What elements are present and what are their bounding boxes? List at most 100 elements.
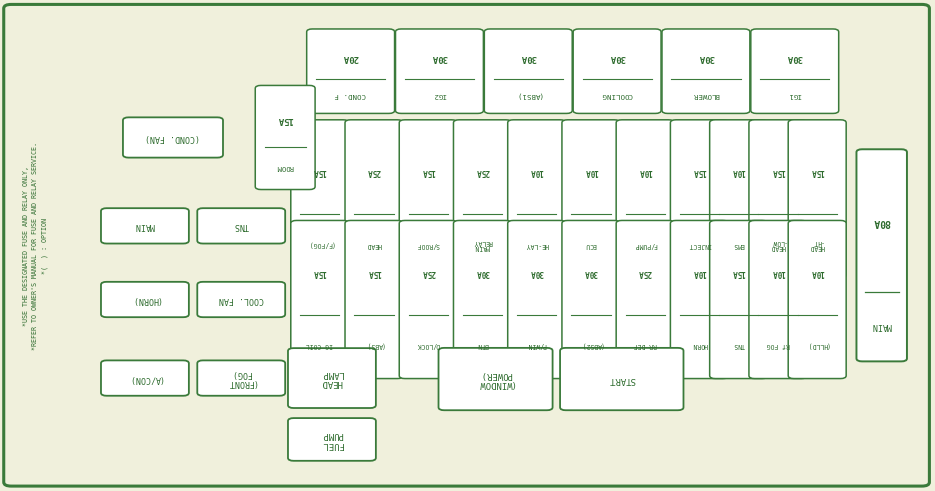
Text: 15A: 15A [771,167,784,176]
Text: 15A: 15A [422,167,435,176]
Text: COOL. FAN: COOL. FAN [219,295,264,304]
Text: EMS: EMS [733,242,744,247]
FancyBboxPatch shape [670,220,728,379]
Text: MAIN: MAIN [135,221,155,230]
Text: TNS: TNS [733,342,744,348]
Text: 15A: 15A [732,268,745,276]
Text: 10A: 10A [771,268,784,276]
FancyBboxPatch shape [508,220,566,379]
FancyBboxPatch shape [560,348,683,410]
Text: COND. F: COND. F [335,92,367,98]
FancyBboxPatch shape [123,117,223,158]
Text: INJECT: INJECT [688,242,711,247]
Text: 30A: 30A [584,268,597,276]
Text: HE-LAY: HE-LAY [525,242,548,247]
FancyBboxPatch shape [856,149,907,361]
Text: ROOM: ROOM [277,164,294,170]
FancyBboxPatch shape [307,29,395,113]
Text: *USE THE DESIGNATED FUSE AND RELAY ONLY,
*REFER TO OWNER'S MANUAL FOR FUSE AND R: *USE THE DESIGNATED FUSE AND RELAY ONLY,… [23,141,48,350]
Text: (ABS2): (ABS2) [580,342,602,349]
Text: HEAD
-LOW: HEAD -LOW [770,239,785,250]
Text: MAIN: MAIN [871,321,892,330]
FancyBboxPatch shape [573,29,661,113]
Text: 10A: 10A [639,167,652,176]
FancyBboxPatch shape [197,208,285,244]
Text: COOLING: COOLING [601,92,633,98]
Text: 30A: 30A [520,53,537,61]
Text: 15A: 15A [313,167,326,176]
FancyBboxPatch shape [288,348,376,408]
Text: ECU: ECU [585,242,597,247]
Text: 10A: 10A [732,167,745,176]
Text: HORN: HORN [692,342,707,348]
FancyBboxPatch shape [291,120,349,278]
Text: (ABS1): (ABS1) [515,91,541,98]
Text: IG1: IG1 [788,92,801,98]
Text: START: START [609,375,635,383]
Text: 25A: 25A [422,268,435,276]
Text: 30A: 30A [476,268,489,276]
Text: BLOWER: BLOWER [693,92,719,98]
Text: MAIN
RELAY: MAIN RELAY [473,239,492,250]
FancyBboxPatch shape [345,120,403,278]
Text: HEAD: HEAD [367,242,381,247]
Text: 15A: 15A [367,268,381,276]
Text: (HLLD): (HLLD) [806,342,828,349]
FancyBboxPatch shape [453,220,511,379]
Text: TNS: TNS [234,221,249,230]
Text: FUEL
PUMP: FUEL PUMP [322,430,342,449]
FancyBboxPatch shape [4,4,929,486]
Text: (WINDOW
POWER): (WINDOW POWER) [477,370,514,388]
FancyBboxPatch shape [749,120,807,278]
Text: BTN: BTN [477,342,488,348]
Text: IG2: IG2 [433,92,446,98]
Text: 15A: 15A [811,167,824,176]
Text: 25A: 25A [476,167,489,176]
Text: 20A: 20A [342,53,359,61]
FancyBboxPatch shape [710,220,768,379]
FancyBboxPatch shape [788,120,846,278]
FancyBboxPatch shape [197,282,285,317]
FancyBboxPatch shape [291,220,349,379]
FancyBboxPatch shape [101,208,189,244]
Text: D/LOCK: D/LOCK [417,342,439,348]
Text: 15A: 15A [313,268,326,276]
FancyBboxPatch shape [197,360,285,396]
FancyBboxPatch shape [484,29,572,113]
Text: (COND. FAN): (COND. FAN) [146,133,200,142]
FancyBboxPatch shape [562,120,620,278]
Text: (HORN): (HORN) [130,295,160,304]
Text: 25A: 25A [367,167,381,176]
Text: 30A: 30A [431,53,448,61]
Text: IG COIL: IG COIL [306,342,334,348]
Text: S/ROOF: S/ROOF [417,242,439,247]
Text: 25A: 25A [639,268,652,276]
FancyBboxPatch shape [710,120,768,278]
FancyBboxPatch shape [101,282,189,317]
FancyBboxPatch shape [749,220,807,379]
FancyBboxPatch shape [788,220,846,379]
FancyBboxPatch shape [255,85,315,190]
FancyBboxPatch shape [670,120,728,278]
FancyBboxPatch shape [562,220,620,379]
FancyBboxPatch shape [616,120,674,278]
Text: 10A: 10A [811,268,824,276]
Text: HEAD
LAMP: HEAD LAMP [322,369,342,387]
Text: HEAD
-HT: HEAD -HT [810,239,825,250]
Text: 15A: 15A [693,167,706,176]
Text: (F/FOG): (F/FOG) [306,241,334,248]
FancyBboxPatch shape [616,220,674,379]
Text: 30A: 30A [786,53,803,61]
FancyBboxPatch shape [396,29,483,113]
Text: 10A: 10A [584,167,597,176]
FancyBboxPatch shape [399,120,457,278]
Text: P/WIN: P/WIN [527,342,546,348]
FancyBboxPatch shape [345,220,403,379]
Text: RR DEF: RR DEF [634,342,656,348]
Text: Rf FOG: Rf FOG [767,342,789,348]
FancyBboxPatch shape [662,29,750,113]
FancyBboxPatch shape [399,220,457,379]
Text: 15A: 15A [277,115,294,124]
Text: 30A: 30A [609,53,626,61]
Text: F/PUMP: F/PUMP [634,242,656,247]
